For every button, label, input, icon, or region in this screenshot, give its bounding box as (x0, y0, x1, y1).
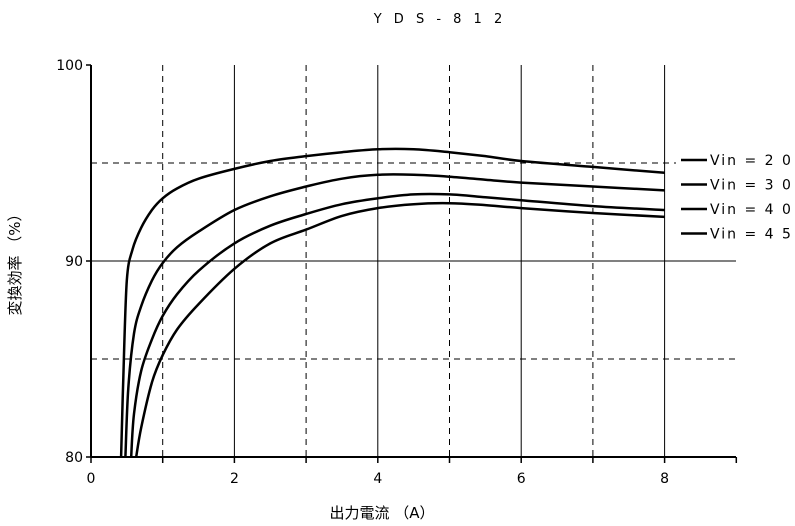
x-tick-label: 0 (87, 471, 96, 487)
legend: Vin = 2 0 V Vin = 3 0 V Vin = 4 0 V Vin = 4… (676, 148, 795, 258)
x-axis-title: 出力電流 （A） (329, 504, 434, 522)
series-line-4 (134, 201, 665, 458)
y-axis-title: 変換効率 （%） (6, 206, 24, 315)
y-tick-label: 90 (65, 254, 83, 270)
series-line-2 (124, 173, 665, 458)
series-line-1 (119, 147, 665, 458)
x-tick-label: 6 (517, 471, 526, 487)
legend-background (676, 148, 744, 258)
legend-label-1: Vin = 2 0 V (710, 153, 795, 169)
legend-label-4: Vin = 4 5 V (710, 227, 795, 243)
x-tick-label: 8 (660, 471, 669, 487)
chart-title: Y D S - 8 1 2 (373, 12, 507, 27)
y-tick-label: 100 (56, 58, 83, 74)
series-layer (119, 147, 665, 458)
y-tick-label: 80 (65, 450, 83, 466)
x-tick-label: 4 (373, 471, 382, 487)
axes: 0 2 4 6 8 80 90 100 (56, 58, 738, 487)
legend-label-2: Vin = 3 0 V (710, 178, 795, 194)
series-line-3 (129, 192, 665, 458)
grid (91, 65, 736, 457)
x-tick-label: 2 (230, 471, 239, 487)
legend-label-3: Vin = 4 0 V (710, 202, 795, 218)
